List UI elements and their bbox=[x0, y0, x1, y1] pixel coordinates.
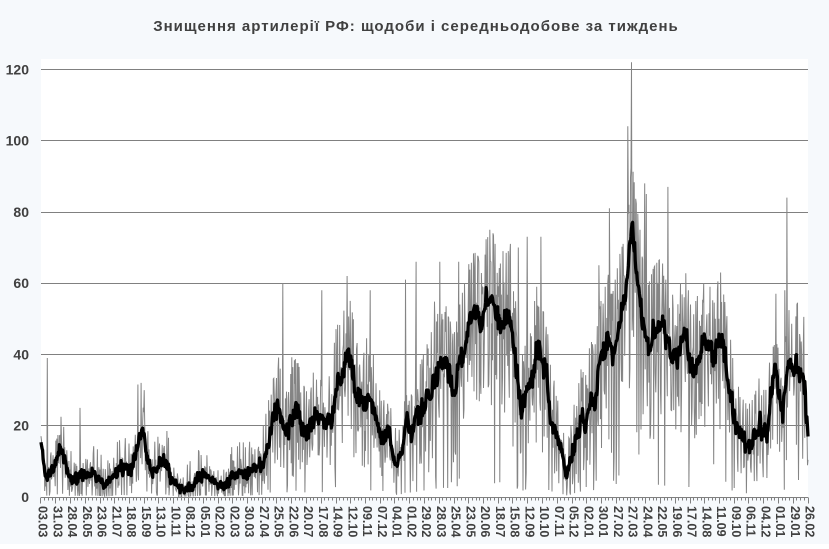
svg-text:0: 0 bbox=[21, 489, 29, 505]
svg-text:28.03: 28.03 bbox=[434, 506, 448, 537]
svg-text:15.09: 15.09 bbox=[139, 506, 153, 537]
svg-text:04.01: 04.01 bbox=[390, 506, 404, 537]
svg-text:21.07: 21.07 bbox=[109, 506, 123, 537]
svg-text:24.04: 24.04 bbox=[640, 506, 654, 537]
svg-text:07.12: 07.12 bbox=[375, 506, 389, 537]
svg-text:05.01: 05.01 bbox=[198, 506, 212, 537]
svg-text:30.01: 30.01 bbox=[596, 506, 610, 537]
svg-text:06.11: 06.11 bbox=[744, 506, 758, 537]
svg-text:20.06: 20.06 bbox=[478, 506, 492, 537]
svg-text:28.04: 28.04 bbox=[65, 506, 79, 537]
svg-text:100: 100 bbox=[6, 133, 30, 149]
svg-text:04.12: 04.12 bbox=[758, 506, 772, 537]
svg-text:Знищення артилерії РФ: щодоби: Знищення артилерії РФ: щодоби і середньо… bbox=[153, 18, 679, 35]
svg-text:120: 120 bbox=[6, 61, 30, 77]
svg-text:13.10: 13.10 bbox=[154, 506, 168, 537]
svg-text:02.01: 02.01 bbox=[581, 506, 595, 537]
svg-text:14.08: 14.08 bbox=[699, 506, 713, 537]
svg-text:01.01: 01.01 bbox=[773, 506, 787, 537]
svg-text:27.04: 27.04 bbox=[257, 506, 271, 537]
svg-text:12.10: 12.10 bbox=[345, 506, 359, 537]
svg-text:31.03: 31.03 bbox=[50, 506, 64, 537]
svg-text:10.10: 10.10 bbox=[537, 506, 551, 537]
svg-text:27.02: 27.02 bbox=[611, 506, 625, 537]
svg-text:27.03: 27.03 bbox=[626, 506, 640, 537]
svg-text:22.06: 22.06 bbox=[286, 506, 300, 537]
svg-text:09.10: 09.10 bbox=[729, 506, 743, 537]
svg-text:25.04: 25.04 bbox=[449, 506, 463, 537]
svg-text:18.07: 18.07 bbox=[493, 506, 507, 537]
svg-text:25.05: 25.05 bbox=[272, 506, 286, 537]
svg-text:05.12: 05.12 bbox=[567, 506, 581, 537]
svg-text:26.02: 26.02 bbox=[803, 506, 817, 537]
svg-text:12.09: 12.09 bbox=[522, 506, 536, 537]
svg-text:30.03: 30.03 bbox=[242, 506, 256, 537]
svg-text:26.05: 26.05 bbox=[80, 506, 94, 537]
svg-text:02.02: 02.02 bbox=[213, 506, 227, 537]
svg-text:03.03: 03.03 bbox=[36, 506, 50, 537]
svg-text:09.11: 09.11 bbox=[360, 506, 374, 537]
svg-text:40: 40 bbox=[13, 346, 29, 362]
svg-text:60: 60 bbox=[13, 275, 29, 291]
svg-text:11.09: 11.09 bbox=[714, 506, 728, 537]
svg-text:23.05: 23.05 bbox=[463, 506, 477, 537]
svg-text:15.08: 15.08 bbox=[508, 506, 522, 537]
svg-text:01.02: 01.02 bbox=[404, 506, 418, 537]
svg-text:29.02: 29.02 bbox=[419, 506, 433, 537]
svg-text:02.03: 02.03 bbox=[227, 506, 241, 537]
svg-text:10.11: 10.11 bbox=[168, 506, 182, 537]
svg-text:07.11: 07.11 bbox=[552, 506, 566, 537]
svg-text:22.05: 22.05 bbox=[655, 506, 669, 537]
svg-text:23.06: 23.06 bbox=[95, 506, 109, 537]
svg-text:19.06: 19.06 bbox=[670, 506, 684, 537]
svg-text:29.01: 29.01 bbox=[788, 506, 802, 537]
svg-text:17.07: 17.07 bbox=[685, 506, 699, 537]
svg-text:17.08: 17.08 bbox=[316, 506, 330, 537]
svg-text:80: 80 bbox=[13, 204, 29, 220]
svg-text:08.12: 08.12 bbox=[183, 506, 197, 537]
svg-text:20: 20 bbox=[13, 418, 29, 434]
svg-text:20.07: 20.07 bbox=[301, 506, 315, 537]
svg-text:18.08: 18.08 bbox=[124, 506, 138, 537]
svg-text:14.09: 14.09 bbox=[331, 506, 345, 537]
